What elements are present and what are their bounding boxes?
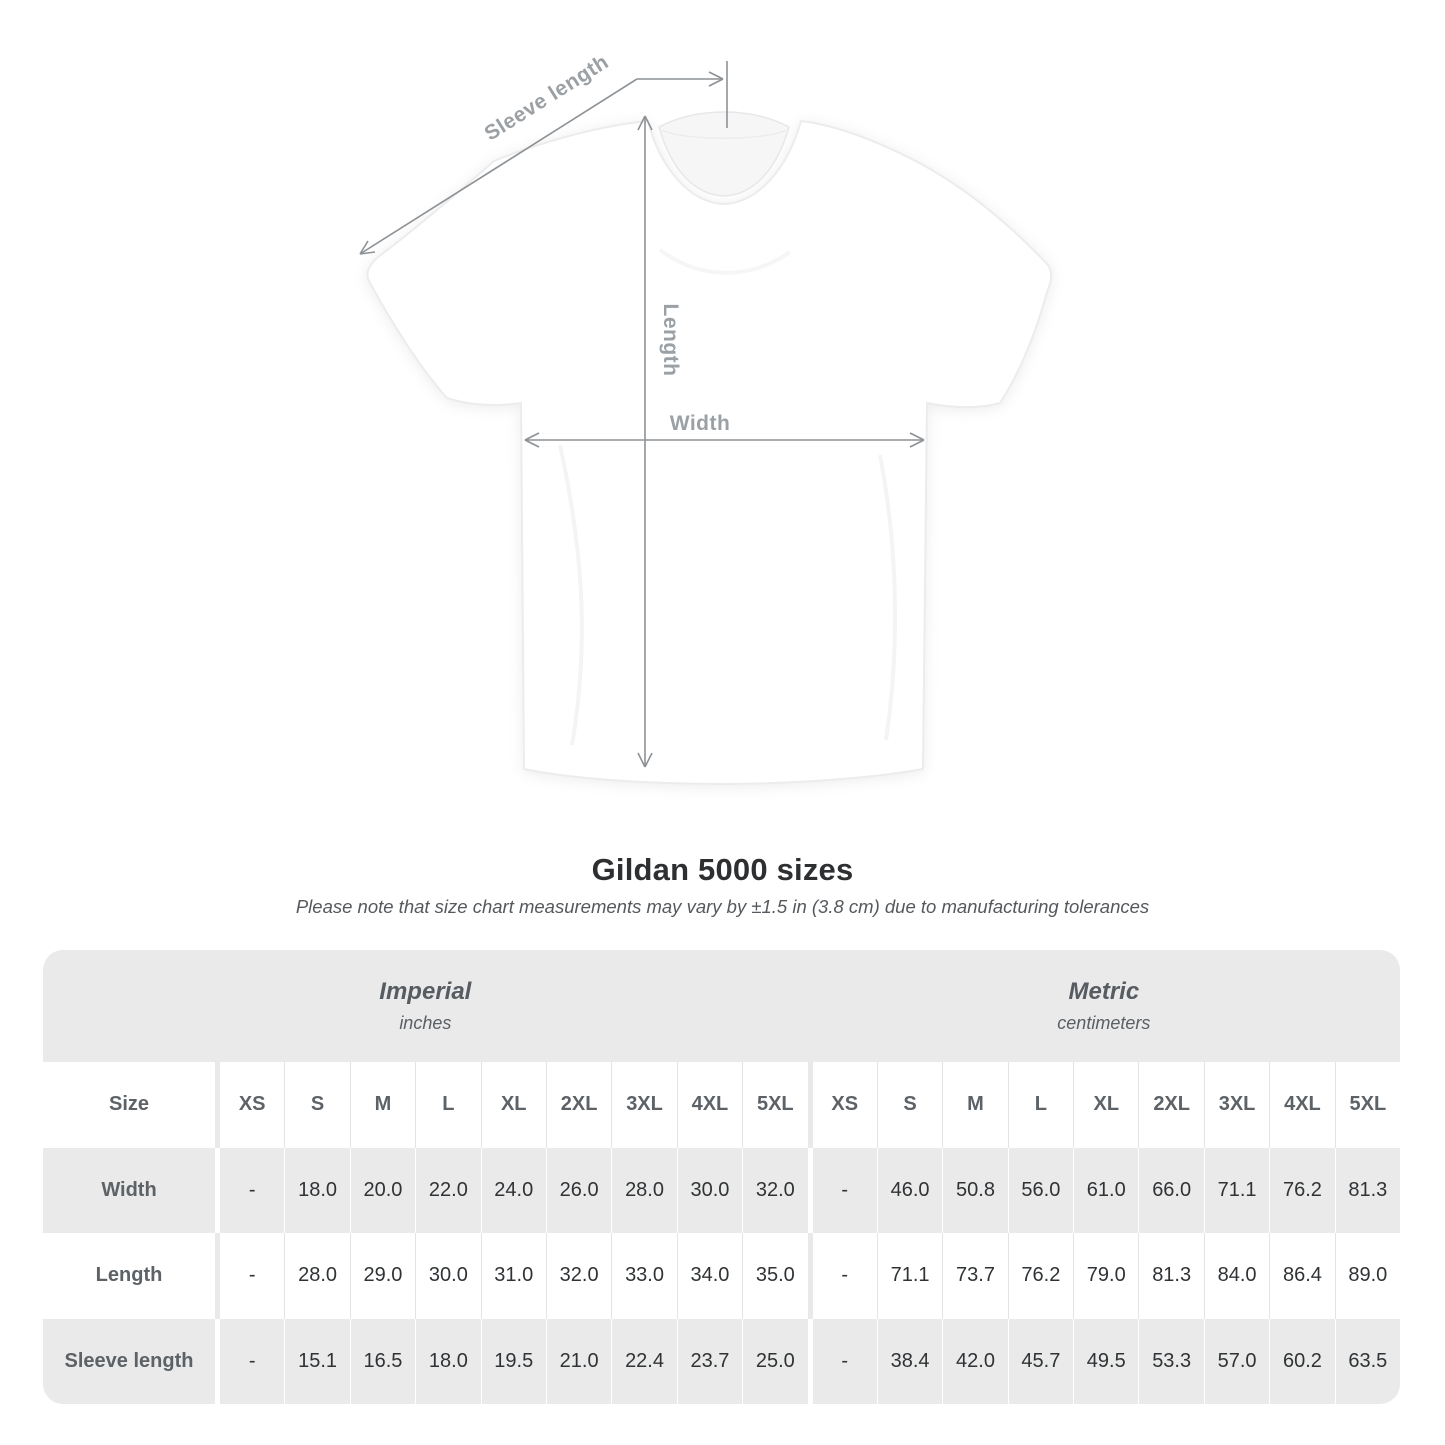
measurement-cell-imperial: 16.5: [349, 1318, 415, 1404]
measurement-cell-metric: 81.3: [1138, 1233, 1203, 1319]
measurement-cell-imperial: 22.0: [415, 1147, 480, 1233]
measurement-cell-metric: 45.7: [1007, 1318, 1073, 1404]
size-col-header-imperial: 3XL: [611, 1062, 676, 1148]
size-col-header-metric: XL: [1073, 1062, 1138, 1148]
measurement-cell-metric: -: [807, 1233, 877, 1319]
measurement-cell-metric: 86.4: [1269, 1233, 1334, 1319]
length-label: Length: [659, 304, 682, 377]
metric-unit: centimeters: [1057, 1013, 1151, 1033]
measurement-cell-imperial: 19.5: [480, 1318, 546, 1404]
measurement-cell-metric: 53.3: [1138, 1318, 1203, 1404]
measurement-cell-imperial: 15.1: [284, 1318, 349, 1404]
measurement-cell-metric: -: [807, 1318, 877, 1404]
measurement-cell-imperial: 32.0: [545, 1233, 611, 1319]
width-label: Width: [670, 412, 731, 435]
size-corner-label: Size: [108, 1093, 150, 1116]
measurement-cell-metric: 57.0: [1203, 1318, 1269, 1404]
table-row-sleeve-length: Sleeve length -15.1 16.5 18.0 19.5 21.0 22.4 23…: [43, 1318, 1400, 1404]
imperial-header: Imperial inches: [43, 950, 808, 1062]
measurement-cell-imperial: 22.4: [611, 1318, 676, 1404]
measurement-cell-imperial: 18.0: [415, 1318, 480, 1404]
table-row-width: Width -18.0 20.0 22.0 24.0 26.0 28.0 30.0 32.0-4…: [43, 1147, 1400, 1233]
row-label: Sleeve length: [64, 1349, 194, 1372]
table-row-size-header: Size XS S M L XL 2XL 3XL 4XL 5XL XS S M L XL 2XL 3XL 4XL 5…: [43, 1062, 1400, 1148]
measurement-cell-imperial: 32.0: [742, 1147, 807, 1233]
row-label: Width: [101, 1178, 157, 1201]
measurement-cell-metric: 60.2: [1269, 1318, 1334, 1404]
measurement-cell-imperial: 24.0: [480, 1147, 546, 1233]
measurement-cell-imperial: 33.0: [611, 1233, 676, 1319]
size-col-header-metric: 3XL: [1203, 1062, 1269, 1148]
size-col-header-metric: 5XL: [1334, 1062, 1400, 1148]
size-col-header-metric: L: [1007, 1062, 1073, 1148]
measurement-cell-metric: 84.0: [1203, 1233, 1269, 1319]
size-col-header-imperial: L: [415, 1062, 480, 1148]
measurement-cell-imperial: 23.7: [676, 1318, 742, 1404]
measurement-cell-imperial: -: [215, 1318, 284, 1404]
measurement-cell-imperial: 35.0: [742, 1233, 807, 1319]
measurement-cell-imperial: 30.0: [676, 1147, 742, 1233]
measurement-cell-metric: 76.2: [1269, 1147, 1334, 1233]
measurement-cell-metric: -: [807, 1147, 877, 1233]
size-col-header-imperial: S: [284, 1062, 349, 1148]
measurement-cell-imperial: 34.0: [676, 1233, 742, 1319]
size-col-header-metric: S: [876, 1062, 942, 1148]
measurement-cell-metric: 46.0: [876, 1147, 942, 1233]
size-col-header-imperial: 4XL: [676, 1062, 742, 1148]
measurement-arrows: [359, 61, 925, 768]
shirt-diagram: Sleeve length Length Width: [359, 50, 1053, 786]
tshirt-image: [366, 111, 1053, 786]
measurement-cell-imperial: -: [215, 1233, 284, 1319]
page-subtitle: Please note that size chart measurements…: [295, 896, 1150, 917]
measurement-cell-metric: 50.8: [942, 1147, 1007, 1233]
measurement-cell-metric: 71.1: [1203, 1147, 1269, 1233]
shirt-diagram-svg: Sleeve length Length Width: [359, 50, 1053, 786]
metric-title: Metric: [1068, 978, 1140, 1005]
measurement-cell-metric: 81.3: [1334, 1147, 1400, 1233]
size-col-header-metric: M: [942, 1062, 1007, 1148]
size-col-header-imperial: XL: [480, 1062, 546, 1148]
sleeve-length-arrow: [359, 78, 723, 255]
size-col-header-imperial: 5XL: [742, 1062, 807, 1148]
measurement-cell-imperial: 28.0: [611, 1147, 676, 1233]
size-col-header-imperial: XS: [215, 1062, 284, 1148]
measurement-cell-metric: 71.1: [876, 1233, 942, 1319]
measurement-cell-metric: 89.0: [1334, 1233, 1400, 1319]
size-col-header-metric: XS: [807, 1062, 877, 1148]
measurement-cell-imperial: 28.0: [284, 1233, 349, 1319]
imperial-title: Imperial: [379, 978, 472, 1005]
measurement-cell-metric: 63.5: [1334, 1318, 1400, 1404]
measurement-cell-metric: 66.0: [1138, 1147, 1203, 1233]
row-label: Length: [95, 1264, 163, 1287]
size-col-header-metric: 4XL: [1269, 1062, 1334, 1148]
measurement-cell-imperial: 30.0: [415, 1233, 480, 1319]
collar: [658, 111, 790, 197]
measurement-cell-imperial: 25.0: [742, 1318, 807, 1404]
measurement-cell-imperial: 20.0: [349, 1147, 415, 1233]
measurement-cell-metric: 76.2: [1007, 1233, 1073, 1319]
measurement-cell-imperial: 21.0: [545, 1318, 611, 1404]
unit-header-band: Imperial inches Metric centimeters: [43, 950, 1400, 1062]
measurement-cell-imperial: 18.0: [284, 1147, 349, 1233]
measurement-cell-metric: 49.5: [1073, 1318, 1138, 1404]
size-col-header-imperial: 2XL: [545, 1062, 611, 1148]
imperial-unit: inches: [399, 1013, 452, 1033]
measurement-cell-imperial: 31.0: [480, 1233, 546, 1319]
size-col-header-imperial: M: [349, 1062, 415, 1148]
measurement-cell-metric: 42.0: [942, 1318, 1007, 1404]
page-title: Gildan 5000 sizes: [591, 852, 854, 887]
metric-header: Metric centimeters: [808, 950, 1400, 1062]
measurement-cell-metric: 79.0: [1073, 1233, 1138, 1319]
measurement-cell-imperial: 26.0: [545, 1147, 611, 1233]
measurement-cell-imperial: -: [215, 1147, 284, 1233]
measurement-cell-metric: 56.0: [1007, 1147, 1073, 1233]
measurement-cell-metric: 38.4: [876, 1318, 942, 1404]
measurement-cell-metric: 61.0: [1073, 1147, 1138, 1233]
size-col-header-metric: 2XL: [1138, 1062, 1203, 1148]
size-chart-table: Imperial inches Metric centimeters Size X…: [43, 950, 1400, 1404]
table-row-length: Length -28.0 29.0 30.0 31.0 32.0 33.0 34.0 35.0-…: [43, 1233, 1400, 1319]
measurement-cell-imperial: 29.0: [349, 1233, 415, 1319]
measurement-cell-metric: 73.7: [942, 1233, 1007, 1319]
